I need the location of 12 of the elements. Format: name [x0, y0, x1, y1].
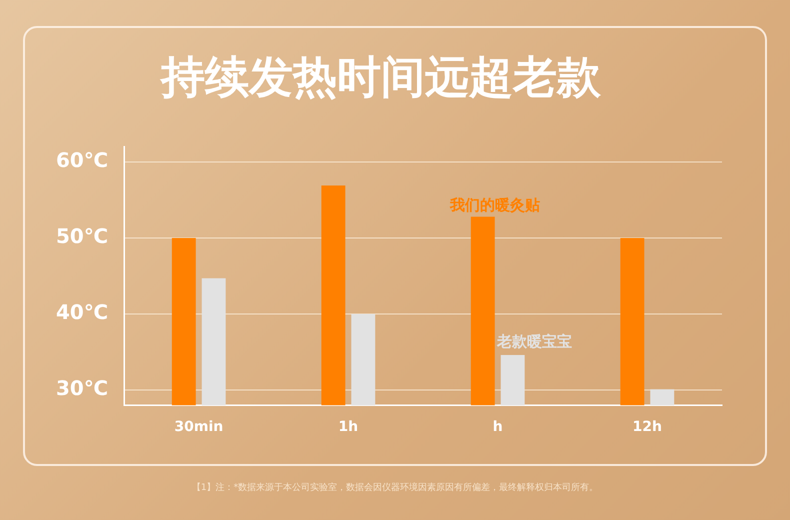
chart-title: 持续发热时间远超老款 — [159, 52, 602, 103]
text: 【1】注：*数据来源于本公司实验室，数据会因仪器环境因素原因有所偏差，最终解释权归本司所有。 — [192, 482, 598, 493]
y-tick-label: 30℃ — [56, 376, 108, 400]
x-tick-label: 30min — [174, 419, 224, 436]
series-label: 我们的暖灸贴 — [448, 196, 540, 214]
y-tick-label: 60℃ — [56, 148, 108, 172]
series-label: 老款暖宝宝 — [496, 332, 572, 350]
y-tick-label: 40℃ — [56, 300, 108, 324]
x-tick-label: h — [492, 419, 503, 436]
y-tick-label: 50℃ — [56, 224, 108, 248]
x-tick-label: 12h — [632, 419, 662, 436]
x-tick-label: 1h — [338, 419, 358, 436]
